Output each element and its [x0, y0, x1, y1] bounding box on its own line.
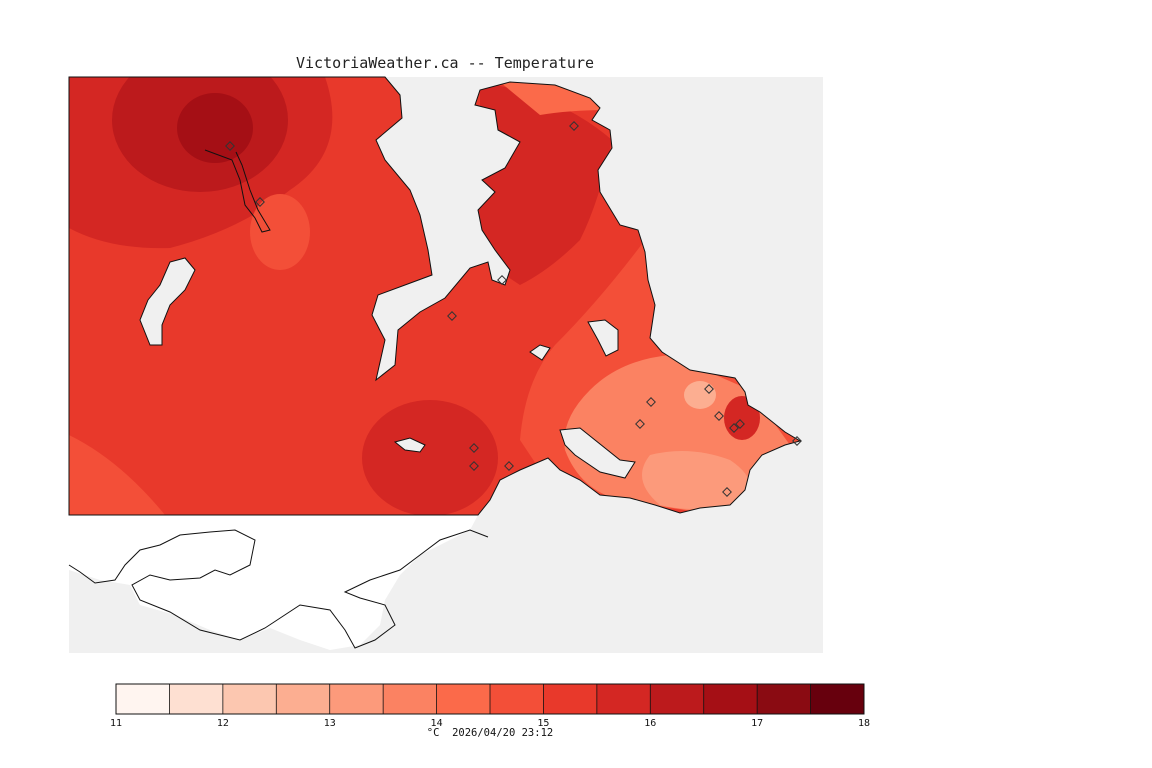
- colorbar: 11 12 13 14 15 16 17 18: [110, 683, 870, 729]
- colorbar-tick-label: 15: [537, 718, 549, 729]
- colorbar-swatch: [596, 684, 651, 714]
- colorbar-swatch: [276, 684, 331, 714]
- station-marker: [469, 461, 479, 471]
- saanich-warm-zone: [470, 82, 612, 285]
- harbour-inlet: [559, 427, 636, 479]
- lake-small: [529, 344, 551, 361]
- station-marker: [225, 141, 235, 151]
- station-marker: [497, 275, 507, 285]
- colorbar-tick-label: 14: [431, 718, 443, 729]
- station-marker: [646, 397, 656, 407]
- colorbar-swatch: [222, 684, 277, 714]
- station-marker: [447, 311, 457, 321]
- colorbar-swatch: [383, 684, 438, 714]
- station-marker: [255, 197, 265, 207]
- colorbar-border: [115, 683, 865, 715]
- lake-west: [139, 257, 196, 346]
- colorbar-swatch: [490, 684, 544, 714]
- colorbar-swatch: [757, 684, 812, 714]
- saanich-north-cool-zone: [500, 80, 610, 115]
- station-marker: [729, 423, 739, 433]
- colorbar-tick-label: 16: [644, 718, 656, 729]
- colorbar-swatch: [116, 684, 170, 714]
- station-marker: [735, 419, 745, 429]
- colorbar-swatch: [703, 684, 758, 714]
- station-marker: [722, 487, 732, 497]
- station-markers: [225, 121, 802, 497]
- colorbar-caption: °C 2026/04/20 23:12: [426, 727, 554, 739]
- river-northwest: [204, 149, 271, 233]
- station-marker: [504, 461, 514, 471]
- colorbar-swatch: [810, 684, 865, 714]
- colorbar-tick-label: 11: [110, 718, 122, 729]
- station-marker: [714, 411, 724, 421]
- map-title: VictoriaWeather.ca -- Temperature: [295, 54, 594, 72]
- station-marker: [469, 443, 479, 453]
- colorbar-swatch: [543, 684, 598, 714]
- colorbar-swatch: [329, 684, 384, 714]
- unplotted-region: [69, 515, 478, 650]
- colorbar-tick-label: 13: [324, 718, 336, 729]
- central-warm-zone: [362, 400, 498, 515]
- colorbar-tick-label: 12: [217, 718, 229, 729]
- station-marker: [704, 384, 714, 394]
- mainland-coastline: [68, 529, 489, 649]
- southwest-cool-zone: [69, 435, 165, 515]
- colorbar-tick-label: 17: [751, 718, 763, 729]
- colorbar-tick-label: 18: [858, 718, 870, 729]
- northwest-peak: [177, 93, 253, 163]
- victoria-coolest: [642, 451, 750, 509]
- station-marker: [569, 121, 579, 131]
- station-marker: [792, 436, 802, 446]
- station-marker: [635, 419, 645, 429]
- colorbar-swatch: [650, 684, 705, 714]
- colorbar-swatch: [169, 684, 224, 714]
- lake-central: [393, 437, 426, 453]
- lake-elk: [587, 319, 619, 357]
- colorbar-swatch: [436, 684, 491, 714]
- northwest-cool-spot: [250, 194, 310, 270]
- oak-bay-cool-spot: [684, 381, 716, 409]
